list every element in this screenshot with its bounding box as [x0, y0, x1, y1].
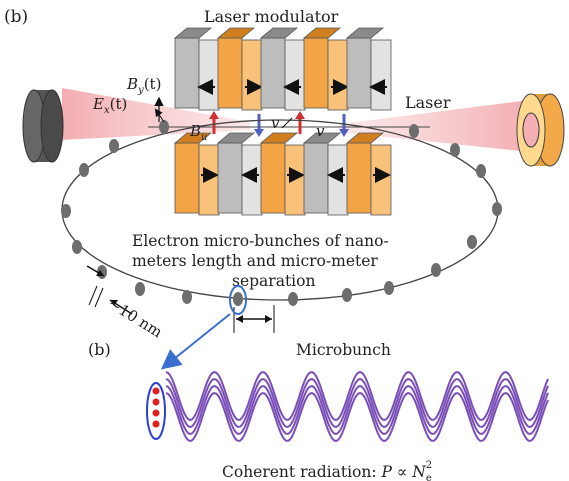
- micro-bunch: [109, 139, 119, 153]
- magnet-block: [259, 27, 306, 111]
- field-axes: [154, 96, 165, 123]
- label-coherent-radiation: Coherent radiation: P ∝ Ne2: [222, 460, 432, 481]
- micro-bunch: [342, 288, 352, 302]
- caption-line-2: meters length and micro-meter: [132, 252, 378, 270]
- label-ex: Ex(t): [92, 95, 127, 116]
- magnet-block: [345, 132, 392, 216]
- label-v-1: v: [271, 114, 280, 132]
- right-mirror: [516, 93, 565, 167]
- micro-bunch: [384, 281, 394, 295]
- label-v-2: v: [316, 122, 325, 140]
- micro-bunch: [288, 292, 298, 306]
- radiation-wave: [165, 370, 549, 422]
- magnet-array-bottom: [173, 132, 392, 216]
- title-laser-modulator: Laser modulator: [204, 7, 339, 26]
- coherent-waves: [165, 370, 549, 443]
- label-microbunch: Microbunch: [296, 341, 391, 359]
- highlight-circle: [229, 285, 247, 315]
- micro-bunch: [182, 290, 192, 304]
- caption-line-3: separation: [232, 272, 315, 290]
- panel-label-bottom: (b): [88, 340, 111, 359]
- electron: [152, 420, 160, 428]
- micro-bunch: [233, 292, 243, 306]
- micro-bunch: [135, 282, 145, 296]
- electron: [152, 387, 160, 395]
- radiation-wave: [165, 391, 549, 443]
- magnet-block: [216, 132, 263, 216]
- micro-bunch: [409, 124, 419, 138]
- electron: [152, 409, 160, 417]
- separation-marker: [233, 305, 275, 333]
- magnet-block: [173, 27, 220, 111]
- caption-line-1: Electron micro-bunches of nano-: [132, 232, 389, 250]
- radiation-wave: [165, 377, 549, 429]
- micro-bunch: [159, 120, 169, 134]
- micro-bunch: [79, 163, 89, 177]
- panel-label-top: (b): [4, 7, 28, 27]
- label-laser: Laser: [405, 93, 451, 112]
- zoom-arrow: [160, 313, 231, 370]
- microbunch-electrons: [146, 382, 166, 440]
- micro-bunch: [467, 235, 477, 249]
- magnet-block: [302, 27, 349, 111]
- magnet-block: [216, 27, 263, 111]
- magnet-array-top: [173, 27, 392, 111]
- micro-bunch: [476, 164, 486, 178]
- label-by: By(t): [126, 75, 161, 96]
- laser-beam-right: [340, 100, 530, 152]
- micro-bunch: [72, 240, 82, 254]
- magnet-block: [259, 132, 306, 216]
- micro-bunch: [61, 204, 71, 218]
- velocity-arrow: [281, 117, 293, 129]
- radiation-wave: [165, 384, 549, 436]
- left-mirror: [22, 89, 64, 163]
- electron: [152, 398, 160, 406]
- label-bu: Bu: [189, 122, 207, 143]
- label-size: ~10 nm: [105, 294, 166, 341]
- magnet-block: [345, 27, 392, 111]
- magnet-block: [302, 132, 349, 216]
- undulator-field-arrows: [209, 111, 349, 137]
- electron-group-outline: [146, 382, 166, 440]
- micro-bunch: [450, 143, 460, 157]
- micro-bunch: [431, 263, 441, 277]
- magnet-block: [173, 132, 220, 216]
- micro-bunch: [492, 202, 502, 216]
- micro-bunches: [61, 120, 502, 306]
